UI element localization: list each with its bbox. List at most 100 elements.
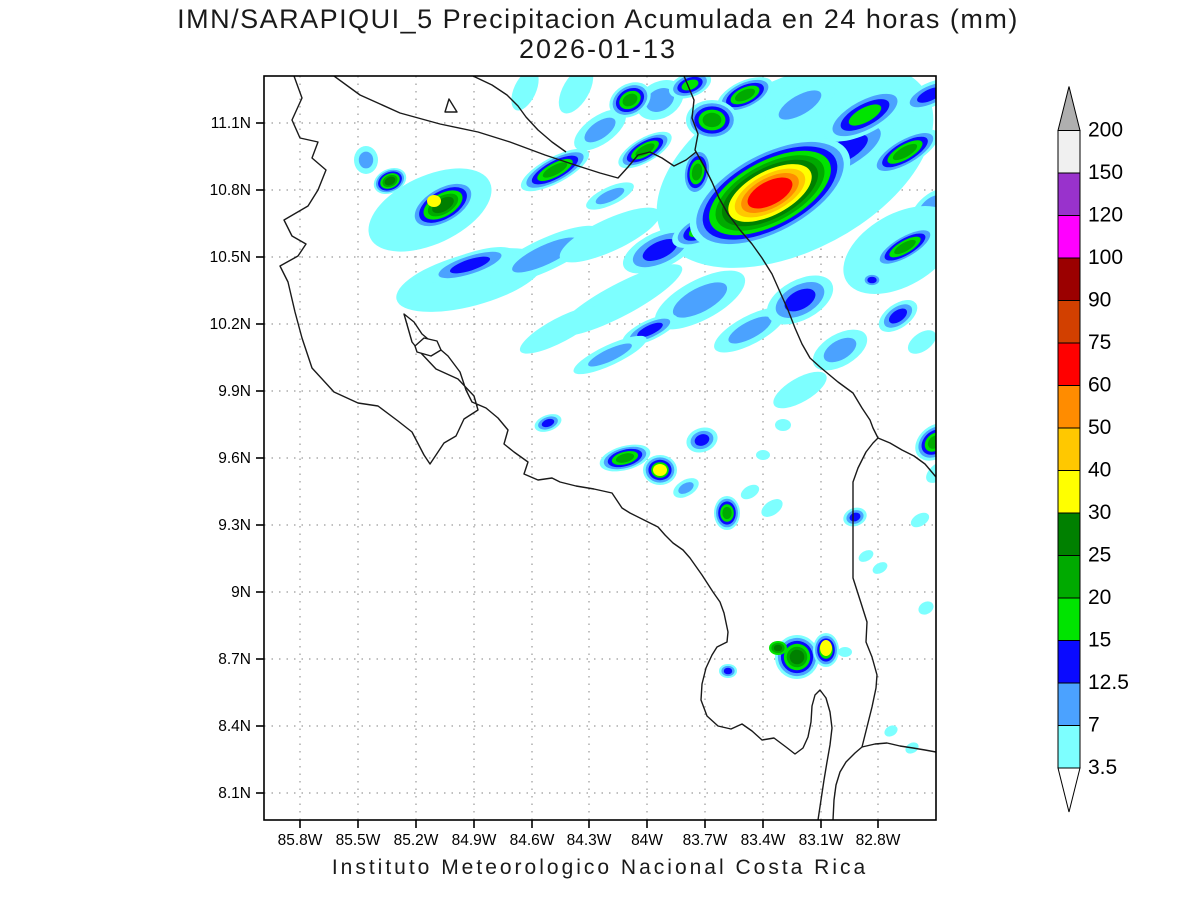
precip-cell-level-12.5mm [917, 87, 936, 103]
precip-cell-level-12.5mm [784, 288, 816, 312]
y-tick-label: 8.1N [218, 785, 251, 802]
colorbar-value-label: 100 [1088, 246, 1123, 269]
precip-cell-level-7mm [358, 151, 374, 169]
precip-cell-level-3.5mm [884, 725, 898, 737]
y-tick-label: 8.7N [218, 651, 251, 668]
colorbar-value-label: 25 [1088, 544, 1111, 567]
coastline-segment [472, 76, 567, 153]
costa-rica-coastline [279, 76, 936, 820]
colorbar-segment-60mm [1057, 342, 1081, 386]
x-tick-label: 83.4W [741, 832, 786, 849]
chart-title-date: 2026-01-13 [518, 33, 678, 64]
precip-cell-level-3.5mm [775, 419, 791, 431]
coastline-segment [832, 437, 879, 820]
precip-cell-level-25mm [789, 649, 805, 665]
colorbar-segment-7mm [1057, 682, 1081, 726]
precip-cell-level-3.5mm [858, 550, 874, 562]
precip-cell-level-3.5mm [918, 601, 934, 615]
precip-cell-level-3.5mm [926, 461, 936, 483]
precip-cell-level-12.5mm [637, 322, 663, 338]
precip-cell-level-20mm [734, 88, 756, 102]
precip-cell-level-3.5mm [519, 306, 601, 354]
x-tick-label: 84W [631, 832, 663, 849]
precip-cell-level-3.5mm [872, 562, 888, 574]
precip-cell-level-12.5mm [694, 434, 710, 446]
precip-cell-level-20mm [622, 93, 638, 107]
precip-cell-level-7mm [728, 316, 772, 344]
island-outline [414, 337, 442, 357]
colorbar-segment-75mm [1057, 300, 1081, 344]
colorbar-value-label: 15 [1088, 629, 1111, 652]
x-tick-label: 85.8W [278, 832, 323, 849]
y-tick-label: 11.1N [211, 115, 251, 132]
precip-cell-level-7mm [678, 482, 694, 494]
colorbar-segment-150mm [1057, 130, 1081, 174]
precip-cell-level-3.5mm [907, 330, 936, 354]
y-tick-label: 10.2N [210, 316, 251, 333]
colorbar-segment-100mm [1057, 215, 1081, 259]
precip-cell-level-20mm [892, 143, 918, 161]
precip-cell-level-30mm [427, 195, 441, 207]
precip-cell-level-20mm [542, 162, 568, 178]
y-tick-label: 8.4N [218, 718, 251, 735]
precipitation-shaded-contours [354, 76, 936, 754]
precip-cell-level-12.5mm [723, 667, 733, 675]
x-tick-label: 82.8W [856, 832, 901, 849]
x-tick-label: 83.1W [799, 832, 844, 849]
coastline-segment [861, 742, 936, 753]
colorbar-segment-30mm [1057, 470, 1081, 514]
precip-cell-level-7mm [645, 88, 675, 112]
axis-ticks [256, 122, 879, 828]
precip-cell-level-20mm [702, 112, 722, 128]
colorbar-segment-25mm [1057, 512, 1081, 556]
precip-cell-level-7mm [823, 337, 857, 363]
precip-cell-level-30mm [653, 464, 667, 476]
y-tick-label: 10.5N [210, 249, 251, 266]
axis-tick-labels: 85.8W 85.5W 85.2W 84.9W 84.6W 84.3W 84W 83.7W 83… [210, 115, 901, 849]
colorbar-segment-3.5mm [1057, 725, 1081, 769]
footer-caption: Instituto Meteorologico Nacional Costa R… [331, 856, 869, 879]
precip-cell-level-3.5mm [761, 499, 783, 517]
colorbar-value-label: 30 [1088, 501, 1111, 524]
y-tick-label: 9.9N [218, 383, 251, 400]
precip-cell-level-20mm [722, 506, 732, 520]
precip-cell-level-12.5mm [449, 256, 491, 274]
colorbar-value-label: 12.5 [1088, 671, 1129, 694]
colorbar-value-label: 200 [1088, 119, 1123, 142]
precip-cell-level-12.5mm [642, 239, 678, 261]
x-tick-label: 83.7W [683, 832, 728, 849]
colorbar-value-label: 150 [1088, 161, 1123, 184]
precip-cell-level-3.5mm [838, 647, 852, 657]
precip-cell-level-7mm [588, 343, 632, 367]
precip-cell-level-15mm [848, 104, 882, 126]
precip-cell-level-20mm [927, 435, 936, 449]
precip-cell-level-12.5mm [849, 512, 861, 522]
precip-cell-level-15mm [681, 79, 699, 91]
chart-title-line1: IMN/SARAPIQUI_5 Precipitacion Acumulada … [177, 4, 1019, 34]
precip-cell-level-12.5mm [541, 418, 555, 428]
chart-title: IMN/SARAPIQUI_5 Precipitacion Acumulada … [0, 4, 1196, 64]
colorbar-segment-20mm [1057, 555, 1081, 599]
colorbar-segment-12.5mm [1057, 640, 1081, 684]
colorbar-value-label: 75 [1088, 331, 1111, 354]
y-tick-label: 9N [231, 584, 251, 601]
colorbar-above-max-arrow [1057, 86, 1081, 131]
colorbar-segment-50mm [1057, 385, 1081, 429]
precip-cell-level-3.5mm [511, 76, 539, 111]
precip-cell-level-7mm [595, 187, 625, 205]
colorbar-value-label: 90 [1088, 289, 1111, 312]
precip-cell-level-20mm [691, 163, 703, 181]
colorbar-below-min-arrow [1057, 767, 1081, 813]
x-tick-label: 84.6W [510, 832, 555, 849]
colorbar-value-label: 50 [1088, 416, 1111, 439]
colorbar-legend: 3.5 7 12.5 15 20 25 30 40 50 60 75 90 100 120 150 200 [1057, 86, 1129, 813]
precip-cell-level-25mm [384, 176, 396, 186]
precip-cell-level-20mm [894, 239, 916, 255]
colorbar-segment-15mm [1057, 597, 1081, 641]
colorbar-value-label: 20 [1088, 586, 1111, 609]
precip-cell-level-3.5mm [910, 512, 930, 528]
colorbar-segment-90mm [1057, 257, 1081, 301]
precip-cell-level-7mm [584, 117, 616, 143]
